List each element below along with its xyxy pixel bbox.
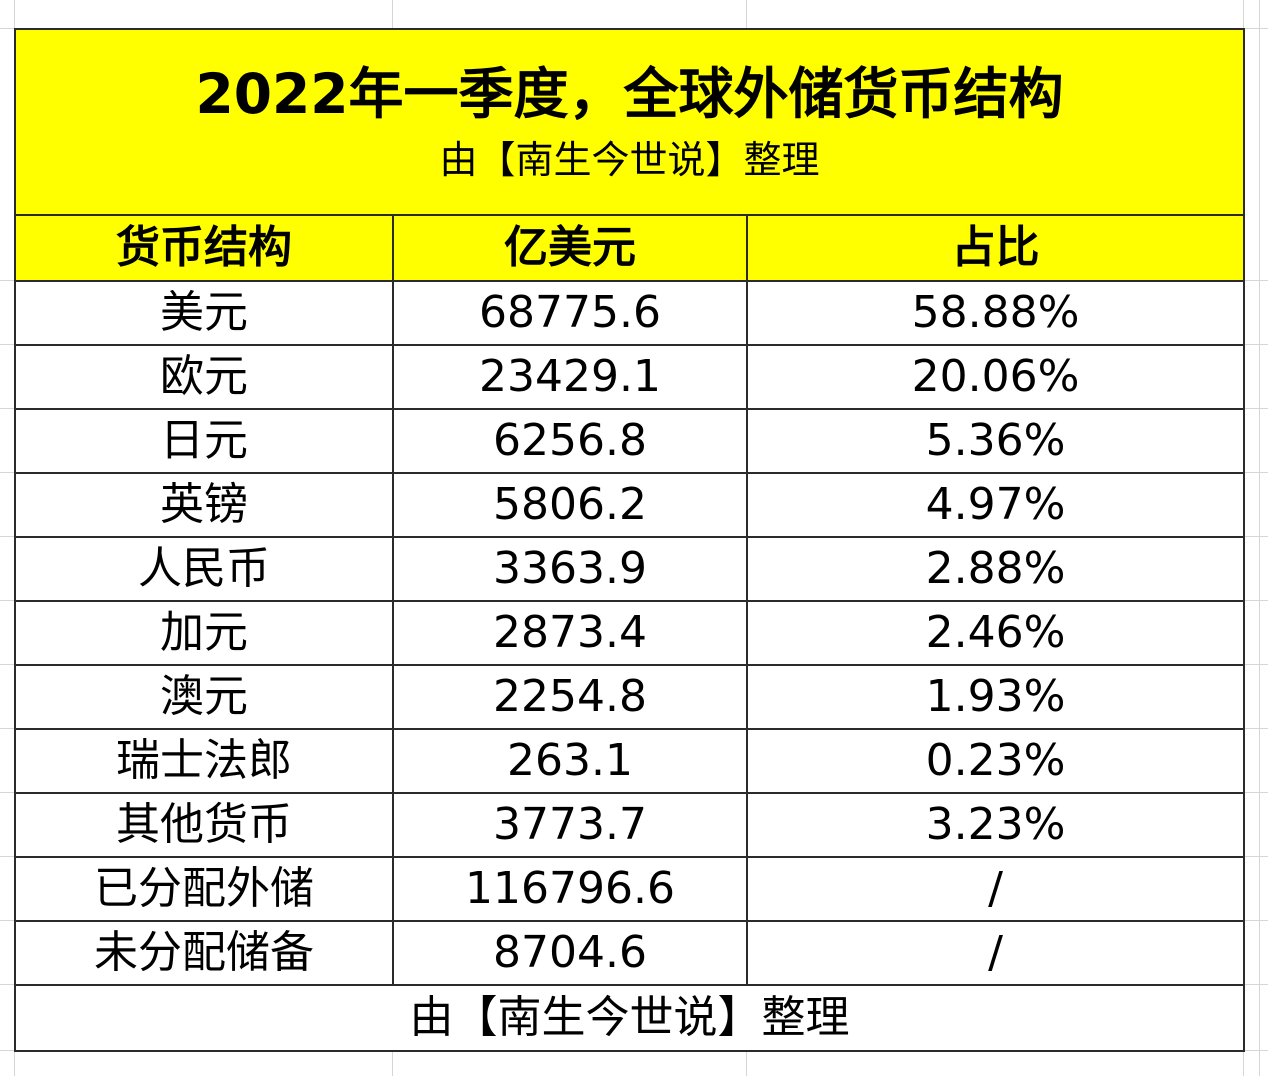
table-row: 其他货币 3773.7 3.23% <box>14 792 1246 858</box>
amount-cell: 2873.4 <box>392 600 748 666</box>
currency-name-cell: 已分配外储 <box>14 856 394 922</box>
currency-name-cell: 瑞士法郎 <box>14 728 394 794</box>
sheet-gridline <box>1259 0 1260 1076</box>
currency-name-cell: 未分配储备 <box>14 920 394 986</box>
share-cell: 4.97% <box>745 472 1246 538</box>
amount-cell: 3773.7 <box>392 792 748 858</box>
amount-cell: 3363.9 <box>392 536 748 602</box>
amount-cell: 23429.1 <box>392 344 748 410</box>
chart-title: 2022年一季度，全球外储货币结构 <box>195 62 1064 126</box>
currency-name-cell: 美元 <box>14 280 394 346</box>
share-cell: 3.23% <box>745 792 1246 858</box>
amount-cell: 8704.6 <box>392 920 748 986</box>
footer-row: 由【南生今世说】整理 <box>13 984 1246 1052</box>
table-row: 美元 68775.6 58.88% <box>14 280 1246 346</box>
table-footer: 由【南生今世说】整理 <box>13 984 1246 1052</box>
amount-cell: 263.1 <box>392 728 748 794</box>
column-header-currency: 货币结构 <box>14 214 394 282</box>
table-row: 加元 2873.4 2.46% <box>14 600 1246 666</box>
amount-cell: 116796.6 <box>392 856 748 922</box>
share-cell: 2.46% <box>745 600 1246 666</box>
amount-cell: 5806.2 <box>392 472 748 538</box>
amount-cell: 6256.8 <box>392 408 748 474</box>
table-row: 澳元 2254.8 1.93% <box>14 664 1246 730</box>
currency-name-cell: 人民币 <box>14 536 394 602</box>
share-cell: / <box>745 920 1246 986</box>
title-row: 2022年一季度，全球外储货币结构 由【南生今世说】整理 <box>13 28 1246 216</box>
currency-name-cell: 日元 <box>14 408 394 474</box>
title-cell: 2022年一季度，全球外储货币结构 由【南生今世说】整理 <box>13 28 1246 216</box>
share-cell: 2.88% <box>745 536 1246 602</box>
amount-cell: 2254.8 <box>392 664 748 730</box>
currency-name-cell: 其他货币 <box>14 792 394 858</box>
currency-name-cell: 加元 <box>14 600 394 666</box>
currency-name-cell: 英镑 <box>14 472 394 538</box>
table-row: 瑞士法郎 263.1 0.23% <box>14 728 1246 794</box>
share-cell: / <box>745 856 1246 922</box>
currency-name-cell: 澳元 <box>14 664 394 730</box>
amount-cell: 68775.6 <box>392 280 748 346</box>
header-row: 货币结构 亿美元 占比 <box>14 214 1246 282</box>
chart-subtitle: 由【南生今世说】整理 <box>439 138 820 182</box>
column-header-amount: 亿美元 <box>392 214 748 282</box>
currency-structure-table: 2022年一季度，全球外储货币结构 由【南生今世说】整理 货币结构 亿美元 占比… <box>13 28 1246 1052</box>
share-cell: 20.06% <box>745 344 1246 410</box>
currency-name-cell: 欧元 <box>14 344 394 410</box>
table-row: 日元 6256.8 5.36% <box>14 408 1246 474</box>
table-row: 欧元 23429.1 20.06% <box>14 344 1246 410</box>
share-cell: 0.23% <box>745 728 1246 794</box>
table-row: 人民币 3363.9 2.88% <box>14 536 1246 602</box>
share-cell: 5.36% <box>745 408 1246 474</box>
table-row: 英镑 5806.2 4.97% <box>14 472 1246 538</box>
table-row: 已分配外储 116796.6 / <box>14 856 1246 922</box>
share-cell: 58.88% <box>745 280 1246 346</box>
table-row: 未分配储备 8704.6 / <box>14 920 1246 986</box>
column-header-share: 占比 <box>745 214 1246 282</box>
share-cell: 1.93% <box>745 664 1246 730</box>
